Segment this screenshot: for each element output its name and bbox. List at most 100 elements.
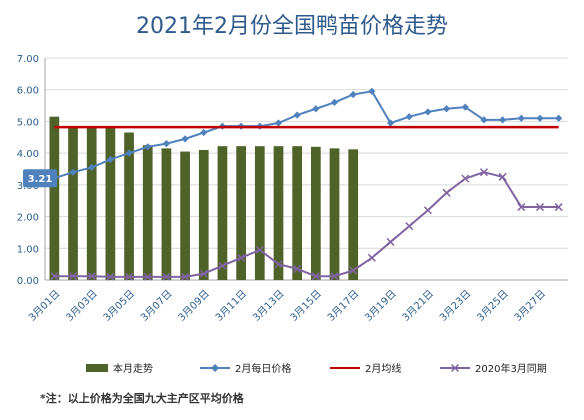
point — [144, 143, 152, 151]
point — [479, 168, 488, 177]
legend-label: 2月均线 — [365, 362, 401, 375]
legend: 本月走势 2月每日价格 2月均线 2020年3月同期 — [86, 362, 547, 375]
x-mark — [199, 269, 208, 278]
y-tick-label: 7.00 — [17, 54, 39, 65]
line-series — [50, 87, 563, 281]
point — [218, 261, 227, 270]
legend-marker — [211, 364, 219, 372]
y-tick-label: 0.00 — [17, 276, 39, 287]
x-mark — [479, 168, 488, 177]
bar — [217, 146, 228, 280]
legend-swatch — [86, 364, 108, 372]
x-mark — [125, 272, 134, 281]
y-tick-label: 4.00 — [17, 149, 39, 160]
bar — [273, 146, 284, 280]
point — [88, 163, 96, 172]
x-mark — [237, 253, 246, 262]
x-mark — [517, 203, 526, 212]
x-mark — [181, 272, 190, 281]
bars-series — [49, 116, 359, 281]
point — [386, 119, 395, 127]
y-tick-label: 6.00 — [17, 86, 39, 97]
point — [405, 113, 413, 121]
point — [68, 272, 78, 281]
point — [200, 128, 208, 137]
point — [311, 272, 320, 281]
legend-marker — [450, 363, 460, 373]
point — [255, 245, 264, 254]
legend-label: 本月走势 — [113, 362, 153, 375]
point — [386, 237, 395, 246]
point — [517, 114, 525, 122]
bar — [105, 126, 116, 280]
y-tick-label: 2.00 — [17, 213, 39, 224]
legend-item: 2月每日价格 — [200, 362, 291, 375]
point — [106, 155, 114, 164]
point — [181, 135, 189, 143]
value-callout: 3.21 — [23, 169, 57, 188]
point — [143, 272, 152, 281]
point — [536, 114, 544, 122]
bar — [310, 146, 321, 280]
point — [50, 272, 59, 281]
x-mark — [535, 203, 545, 212]
point — [535, 203, 545, 212]
x-mark — [274, 260, 283, 269]
x-mark — [218, 261, 227, 270]
point — [293, 264, 302, 273]
footnote: *注：以上价格为全国九大主产区平均价格 — [40, 391, 245, 405]
point — [442, 105, 451, 113]
point — [274, 260, 283, 269]
legend-item: 2020年3月同期 — [440, 362, 547, 375]
point — [87, 272, 96, 281]
point — [69, 168, 77, 176]
point — [499, 116, 507, 124]
x-mark — [106, 272, 115, 281]
point — [368, 87, 376, 95]
point — [424, 108, 432, 116]
point — [237, 253, 246, 262]
x-mark — [461, 174, 470, 183]
bar — [292, 146, 303, 280]
point — [181, 272, 190, 281]
x-mark — [68, 272, 78, 281]
point — [349, 90, 357, 99]
bar — [49, 116, 60, 281]
x-mark — [330, 272, 339, 281]
point — [162, 140, 171, 148]
bar — [198, 149, 209, 280]
legend-label: 2月每日价格 — [235, 362, 291, 375]
point — [480, 116, 488, 124]
point — [293, 111, 301, 119]
point — [555, 114, 563, 122]
x-mark — [50, 272, 59, 281]
x-mark — [405, 222, 414, 231]
y-tick-label: 1.00 — [17, 244, 39, 255]
x-mark — [386, 237, 395, 246]
x-mark — [143, 272, 152, 281]
x-mark — [349, 266, 358, 275]
point — [498, 172, 507, 181]
legend-label: 2020年3月同期 — [475, 362, 547, 375]
x-mark — [423, 206, 432, 215]
x-mark — [367, 253, 376, 262]
bar — [254, 146, 265, 280]
x-mark — [311, 272, 320, 281]
point — [162, 272, 171, 281]
callout-label: 3.21 — [28, 174, 53, 185]
series-line — [54, 90, 559, 180]
chart-title: 2021年2月份全国鸭苗价格走势 — [136, 14, 448, 39]
legend-item: 2月均线 — [330, 362, 401, 375]
x-mark — [498, 172, 507, 181]
legend-item: 本月走势 — [86, 362, 153, 375]
bar — [348, 149, 359, 280]
point — [125, 149, 133, 157]
point — [367, 253, 376, 262]
point — [554, 203, 563, 212]
point — [106, 272, 115, 281]
bar — [68, 126, 78, 280]
point — [461, 174, 470, 183]
point — [330, 98, 339, 106]
